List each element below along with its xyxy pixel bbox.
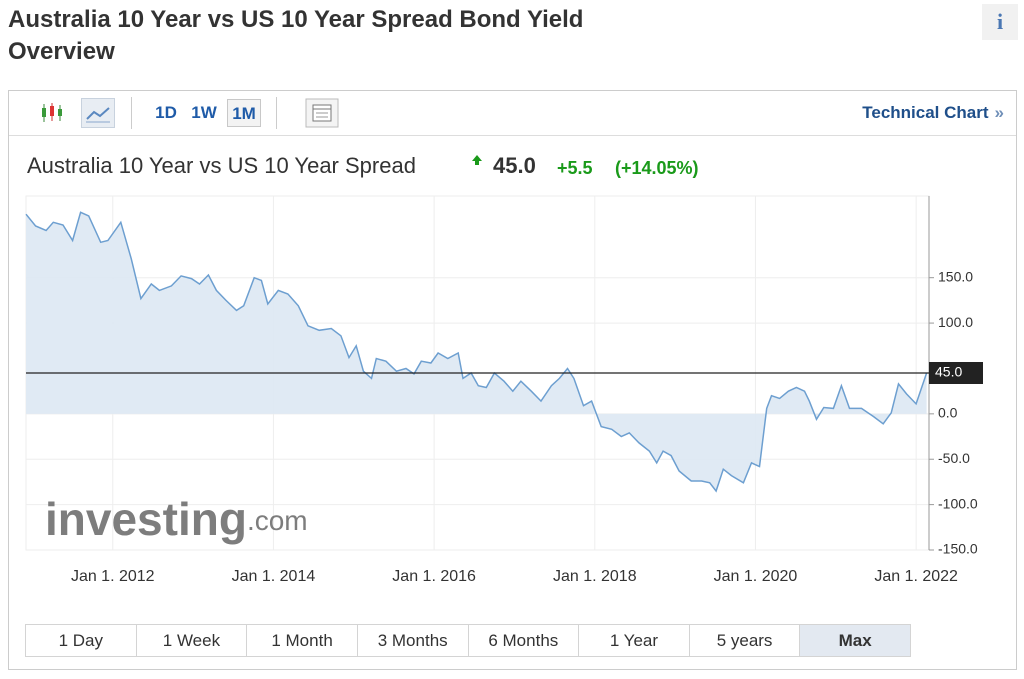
x-tick-label: Jan 1, 2012 <box>71 568 155 581</box>
y-tick-label: -150.0 <box>938 541 978 557</box>
interval-button[interactable]: 1D <box>155 103 177 122</box>
y-tick-label: 0.0 <box>938 405 958 421</box>
table-icon[interactable] <box>305 98 339 128</box>
y-tick-label: 100.0 <box>938 314 973 330</box>
chart-panel: 1D 1W 1M Technical Chart» Jan 1, 2012 Jan 1… <box>8 90 1017 670</box>
quote-change: +5.5 <box>557 158 593 178</box>
info-button[interactable]: i <box>982 4 1018 40</box>
line-icon <box>86 107 110 123</box>
watermark-main: investing <box>45 493 247 545</box>
range-button[interactable]: 1 Year <box>579 625 690 656</box>
page-title: Australia 10 Year vs US 10 Year Spread B… <box>8 6 584 65</box>
link-text[interactable]: Technical Chart <box>862 103 989 122</box>
area <box>26 212 927 492</box>
x-tick-label: Jan 1, 2022 <box>874 568 958 581</box>
x-tick-label: Jan 1, 2018 <box>553 568 637 581</box>
link-arrow[interactable]: » <box>994 103 1004 122</box>
y-tick-label: -100.0 <box>938 495 978 511</box>
interval-button[interactable]: 1W <box>191 103 217 122</box>
line <box>25 211 928 493</box>
line-chart-button[interactable] <box>81 98 115 128</box>
watermark: investing.com <box>45 493 308 545</box>
separator <box>131 97 132 129</box>
quote-change-percent: (+14.05%) <box>615 158 699 178</box>
chart: Jan 1, 2012 Jan 1, 2014 Jan 1, 2016 Jan 1, … <box>25 153 983 581</box>
range-button[interactable]: 6 Months <box>469 625 580 656</box>
range-button[interactable]: 1 Month <box>247 625 358 656</box>
y-tick-label: 150.0 <box>938 268 973 284</box>
range-button[interactable]: 1 Day <box>26 625 137 656</box>
separator <box>276 97 277 129</box>
watermark-suffix: .com <box>247 505 308 536</box>
up-arrow <box>472 155 482 165</box>
x-tick-label: Jan 1, 2020 <box>714 568 798 581</box>
x-tick-label: Jan 1, 2016 <box>392 568 476 581</box>
range-bar: 1 Day 1 Week 1 Month 3 Months 6 Months 1 Year… <box>25 624 911 657</box>
quote-name: Australia 10 Year vs US 10 Year Spread <box>27 153 416 178</box>
interval-button[interactable]: 1M <box>227 99 261 127</box>
quote-price: 45.0 <box>493 153 536 178</box>
x-tick-label: Jan 1, 2014 <box>232 568 316 581</box>
range-button[interactable]: 5 years <box>690 625 801 656</box>
current-value-box <box>929 362 983 384</box>
current-value-label: 45.0 <box>935 364 962 380</box>
candlestick-icon[interactable] <box>39 101 65 125</box>
range-button[interactable]: 1 Week <box>137 625 248 656</box>
technical-chart-link[interactable]: Technical Chart » <box>862 99 1004 127</box>
toolbar: 1D 1W 1M Technical Chart » <box>9 91 1016 136</box>
range-button[interactable]: Max <box>800 625 910 656</box>
range-button[interactable]: 3 Months <box>358 625 469 656</box>
y-tick-label: -50.0 <box>938 450 970 466</box>
